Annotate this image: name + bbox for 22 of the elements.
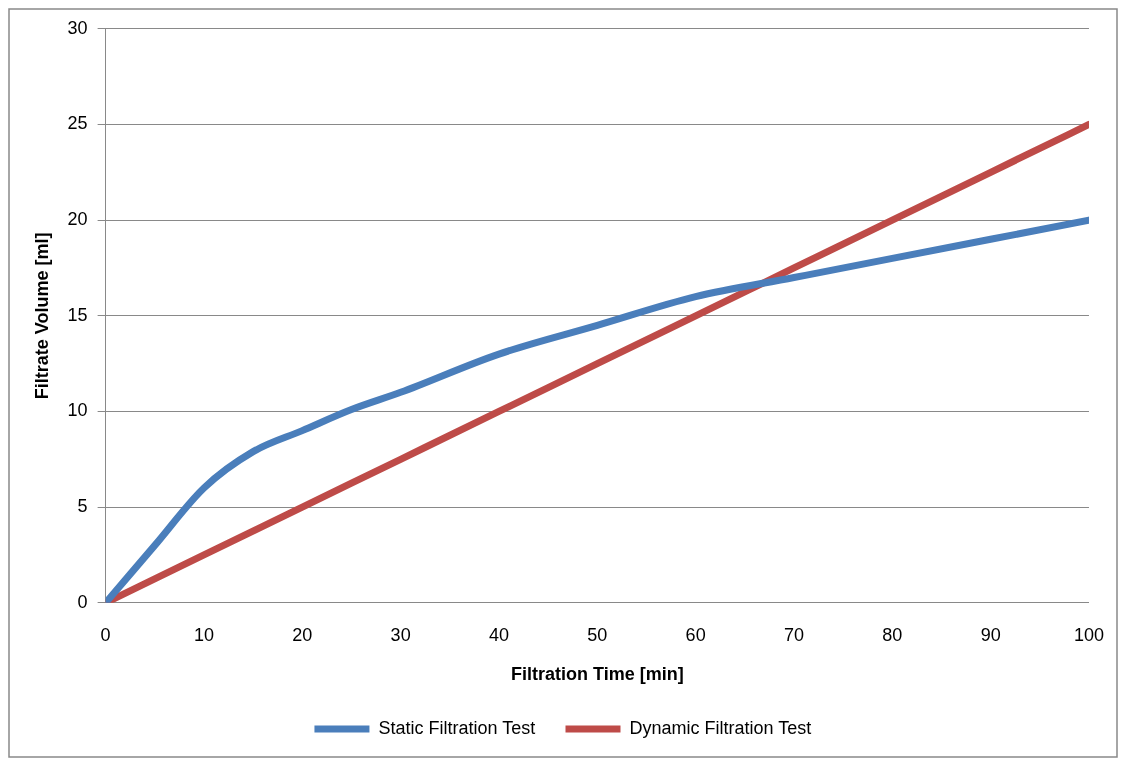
legend-label: Dynamic Filtration Test [629, 717, 812, 738]
x-tick-label: 70 [783, 624, 804, 645]
x-tick-label: 40 [488, 624, 509, 645]
x-tick-label: 60 [685, 624, 706, 645]
y-tick-label: 25 [67, 113, 88, 134]
x-tick-label: 100 [1073, 624, 1105, 645]
x-axis-title: Filtration Time [min] [510, 664, 684, 685]
x-tick-label: 10 [193, 624, 214, 645]
y-tick-label: 0 [77, 591, 88, 612]
x-tick-label: 90 [980, 624, 1001, 645]
x-tick-label: 30 [390, 624, 411, 645]
x-tick-label: 0 [100, 624, 111, 645]
y-tick-label: 20 [67, 209, 88, 230]
y-tick-label: 30 [67, 17, 88, 38]
y-tick-label: 10 [67, 400, 88, 421]
x-tick-label: 50 [587, 624, 608, 645]
legend-label: Static Filtration Test [378, 717, 536, 738]
x-tick-label: 80 [882, 624, 903, 645]
y-axis-title: Filtrate Volume [ml] [31, 232, 52, 400]
x-tick-label: 20 [292, 624, 313, 645]
y-tick-label: 5 [77, 496, 88, 517]
y-tick-label: 15 [67, 304, 88, 325]
